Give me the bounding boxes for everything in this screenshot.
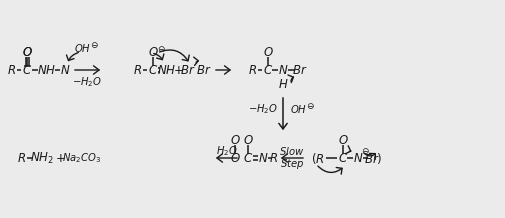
Text: $\ominus$: $\ominus$ — [306, 101, 315, 111]
Text: $N$: $N$ — [353, 152, 363, 165]
Text: $Br)$: $Br)$ — [364, 150, 382, 165]
Text: $H_2O$: $H_2O$ — [216, 144, 238, 158]
Text: $Br$: $Br$ — [292, 63, 308, 77]
Text: $NH$: $NH$ — [37, 63, 57, 77]
Text: $C$: $C$ — [22, 63, 32, 77]
Text: $\ominus$: $\ominus$ — [157, 44, 165, 54]
Text: $O$: $O$ — [263, 46, 273, 58]
Text: $O$: $O$ — [22, 46, 32, 58]
Text: $Step$: $Step$ — [280, 157, 304, 171]
Text: $\ominus$: $\ominus$ — [361, 146, 369, 156]
Text: $NH_2$: $NH_2$ — [30, 150, 54, 165]
Text: $N$: $N$ — [258, 152, 268, 165]
Text: $OH$: $OH$ — [290, 103, 308, 115]
Text: $-H_2O$: $-H_2O$ — [248, 102, 278, 116]
Text: $O$: $O$ — [230, 133, 240, 146]
Text: $O$: $O$ — [230, 152, 240, 165]
Text: $C$: $C$ — [243, 152, 253, 165]
Text: $R$: $R$ — [8, 63, 17, 77]
Text: $O$: $O$ — [22, 46, 32, 58]
Text: $R$: $R$ — [248, 63, 258, 77]
Text: $R$: $R$ — [133, 63, 142, 77]
Text: $Br$: $Br$ — [180, 63, 196, 77]
Text: $Br$: $Br$ — [196, 63, 212, 77]
Text: $N$: $N$ — [60, 63, 70, 77]
Text: $R$: $R$ — [270, 152, 279, 165]
Text: $NH$: $NH$ — [158, 63, 177, 77]
Text: $-H_2O$: $-H_2O$ — [72, 75, 102, 89]
Text: $OH$: $OH$ — [74, 42, 91, 54]
Text: $O$: $O$ — [338, 133, 348, 146]
Text: $C$: $C$ — [263, 63, 273, 77]
Text: $O$: $O$ — [242, 133, 254, 146]
Text: $+$: $+$ — [173, 63, 183, 77]
Text: $N$: $N$ — [278, 63, 288, 77]
Text: $H$: $H$ — [278, 78, 288, 92]
Text: $\ominus$: $\ominus$ — [89, 40, 98, 50]
Text: $C$: $C$ — [338, 152, 348, 165]
Text: $R$: $R$ — [18, 152, 27, 165]
Text: $(R$: $(R$ — [311, 150, 325, 165]
Text: $Slow$: $Slow$ — [279, 145, 305, 157]
Text: $C$: $C$ — [148, 63, 158, 77]
Text: $O$: $O$ — [147, 46, 159, 58]
Text: $Na_2CO_3$: $Na_2CO_3$ — [63, 151, 102, 165]
Text: $+$: $+$ — [55, 152, 65, 165]
